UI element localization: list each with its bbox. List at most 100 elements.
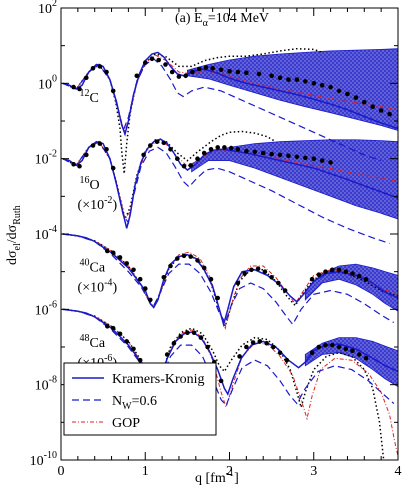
data-point-16O	[260, 150, 266, 156]
data-point-48Ca	[198, 335, 204, 340]
data-point-12C	[183, 73, 188, 79]
data-point-16O	[195, 156, 200, 161]
data-point-16O	[286, 153, 291, 158]
data-point-12C	[286, 77, 291, 82]
data-point-16O	[110, 165, 116, 171]
data-point-16O	[208, 147, 214, 152]
data-point-16O	[168, 147, 173, 152]
data-point-40Ca	[161, 275, 167, 280]
data-point-16O	[328, 160, 333, 165]
data-point-40Ca	[117, 255, 123, 260]
band-16O	[191, 139, 398, 220]
data-point-16O	[222, 145, 227, 150]
data-point-48Ca	[124, 339, 129, 344]
data-point-12C	[294, 77, 300, 82]
data-point-16O	[244, 148, 249, 154]
x-tick-label: 2	[226, 464, 233, 479]
data-point-48Ca	[137, 357, 143, 363]
data-point-12C	[190, 69, 195, 75]
data-point-12C	[196, 66, 202, 72]
band-12C	[187, 48, 398, 131]
data-point-40Ca	[201, 265, 207, 271]
y-axis: 102 100 10-2 10-4 10-6 10-8 10-10	[30, 0, 398, 469]
data-point-12C	[71, 84, 76, 90]
data-point-12C	[169, 69, 175, 75]
data-point-12C	[104, 69, 109, 75]
data-point-40Ca	[309, 276, 315, 282]
data-point-48Ca	[284, 357, 290, 363]
data-point-48Ca	[343, 346, 349, 352]
y-tick-label: 10-10	[30, 450, 57, 469]
data-point-16O	[252, 149, 258, 155]
data-point-40Ca	[350, 271, 355, 276]
nucleus-label-48Ca: 48Ca	[80, 333, 106, 351]
data-point-48Ca	[110, 325, 116, 331]
data-point-16O	[228, 145, 234, 151]
nw-curve-48Ca	[62, 308, 395, 407]
y-tick-label: 10-4	[35, 224, 57, 243]
data-point-48Ca	[350, 348, 355, 354]
data-point-40Ca	[148, 297, 153, 303]
nucleus-label-16O: 16O	[80, 175, 100, 193]
data-point-48Ca	[105, 324, 110, 329]
data-point-16O	[201, 150, 207, 156]
data-point-12C	[210, 66, 215, 71]
data-point-12C	[90, 66, 96, 71]
data-point-40Ca	[356, 273, 362, 279]
x-tick-label: 3	[310, 464, 317, 479]
data-point-12C	[84, 75, 89, 80]
data-point-40Ca	[330, 267, 335, 273]
data-point-40Ca	[262, 269, 268, 275]
data-point-12C	[269, 73, 274, 79]
data-point-12C	[235, 69, 241, 75]
chart-title: (a) Eα=104 MeV	[175, 11, 269, 29]
legend-label: GOP	[112, 416, 140, 431]
data-point-16O	[319, 158, 325, 163]
data-point-48Ca	[277, 350, 283, 356]
data-point-48Ca	[271, 344, 276, 350]
data-point-12C	[244, 70, 249, 76]
y-axis-label: dσel/dσRuth	[5, 205, 23, 265]
data-point-16O	[294, 154, 300, 160]
scale-label-40Ca: (×10-4)	[78, 278, 118, 296]
data-point-48Ca	[171, 340, 177, 346]
x-tick-label: 1	[142, 464, 149, 479]
data-point-16O	[84, 152, 89, 158]
data-point-12C	[319, 82, 325, 88]
data-point-48Ca	[205, 344, 210, 350]
data-point-40Ca	[195, 258, 200, 263]
x-axis-label: q [fm-1]	[195, 468, 239, 486]
data-point-12C	[163, 62, 168, 67]
data-point-40Ca	[208, 276, 214, 282]
data-point-48Ca	[309, 350, 315, 356]
data-point-48Ca	[244, 344, 249, 350]
data-point-48Ca	[185, 330, 190, 336]
data-point-40Ca	[188, 254, 193, 259]
dotted-curve-40Ca	[62, 233, 398, 329]
data-point-12C	[370, 104, 376, 109]
data-point-40Ca	[181, 253, 187, 259]
data-point-16O	[90, 143, 96, 148]
data-point-40Ca	[105, 248, 110, 254]
data-point-48Ca	[178, 334, 183, 339]
data-point-12C	[336, 88, 342, 94]
legend-box	[63, 362, 217, 436]
y-tick-label: 100	[38, 73, 57, 92]
data-point-48Ca	[264, 340, 269, 346]
legend: Kramers-Kronig NW=0.6 GOP	[63, 362, 217, 436]
data-point-48Ca	[316, 344, 322, 350]
data-point-48Ca	[323, 342, 328, 348]
data-point-40Ca	[336, 267, 342, 273]
data-point-12C	[143, 60, 148, 65]
data-point-12C	[378, 108, 384, 113]
data-point-40Ca	[363, 276, 369, 282]
legend-label: Kramers-Kronig	[112, 372, 205, 387]
data-point-48Ca	[257, 339, 263, 344]
y-tick-label: 10-6	[35, 299, 57, 318]
data-point-16O	[269, 151, 274, 157]
data-point-16O	[188, 163, 193, 168]
data-point-12C	[97, 64, 103, 69]
data-point-48Ca	[336, 344, 342, 350]
data-point-16O	[277, 152, 283, 158]
y-tick-label: 102	[38, 0, 57, 17]
